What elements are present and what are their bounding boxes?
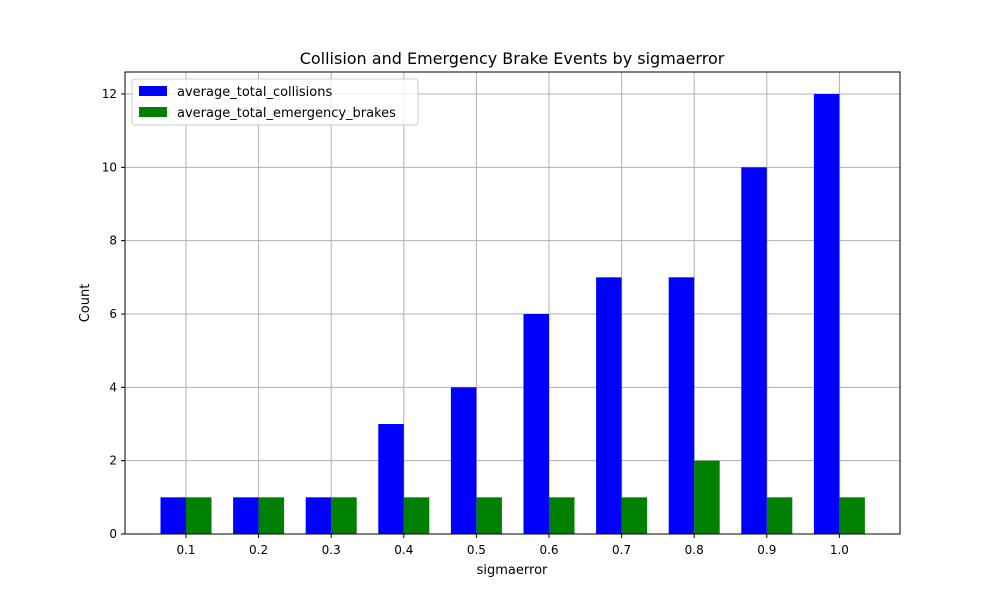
emergency-brakes-bar [839,497,865,534]
legend-swatch-emergency-brakes [139,107,167,117]
emergency-brakes-bar [694,460,720,534]
x-tick-label: 0.5 [467,543,486,557]
collisions-bar [668,277,695,534]
emergency-brakes-bar [621,497,648,534]
legend-label-emergency-brakes: average_total_emergency_brakes [177,106,396,121]
emergency-brakes-bar [476,497,502,534]
x-tick-label: 0.3 [322,543,341,557]
x-tick-label: 0.7 [612,543,631,557]
legend: average_total_collisions average_total_e… [131,78,419,126]
x-axis-label: sigmaerror [477,563,548,578]
y-tick-label: 6 [109,307,117,321]
y-tick-label: 8 [109,234,117,248]
emergency-brakes-bar [331,497,357,534]
x-tick-label: 0.9 [757,543,776,557]
collisions-bar [160,497,186,534]
x-tick-label: 0.2 [249,543,268,557]
x-tick-label: 0.1 [176,543,195,557]
emergency-brakes-bar [186,497,212,534]
collisions-bar [813,94,840,534]
legend-label-collisions: average_total_collisions [177,85,332,100]
x-axis-ticks: 0.1 0.2 0.3 0.4 0.5 0.6 0.7 0.8 0.9 1.0 [176,534,849,557]
x-tick-label: 0.6 [539,543,558,557]
collisions-bar [450,387,477,534]
y-tick-label: 12 [102,87,117,101]
emergency-brakes-bar [258,497,285,534]
x-tick-label: 0.4 [394,543,413,557]
collisions-bar [741,167,767,535]
collisions-bar [596,277,622,534]
plot-frame [124,71,901,535]
legend-swatch-collisions [139,86,167,96]
emergency-brakes-bar [403,497,430,534]
y-tick-label: 0 [109,527,117,541]
x-tick-label: 1.0 [830,543,849,557]
emergency-brakes-bar [766,497,793,534]
collisions-bar [523,314,549,534]
chart-title: Collision and Emergency Brake Events by … [300,49,725,68]
y-axis-label: Count [78,284,93,323]
collisions-bar [305,497,332,534]
y-axis-ticks: 0 2 4 6 8 10 12 [102,87,125,541]
collisions-bar [378,424,404,534]
y-tick-label: 4 [109,380,117,394]
collisions-bar [233,497,259,534]
legend-box [131,78,419,126]
x-tick-label: 0.8 [685,543,704,557]
y-tick-label: 2 [109,454,117,468]
emergency-brakes-bar [549,497,575,534]
y-tick-label: 10 [102,160,117,174]
bars-group [160,94,865,535]
